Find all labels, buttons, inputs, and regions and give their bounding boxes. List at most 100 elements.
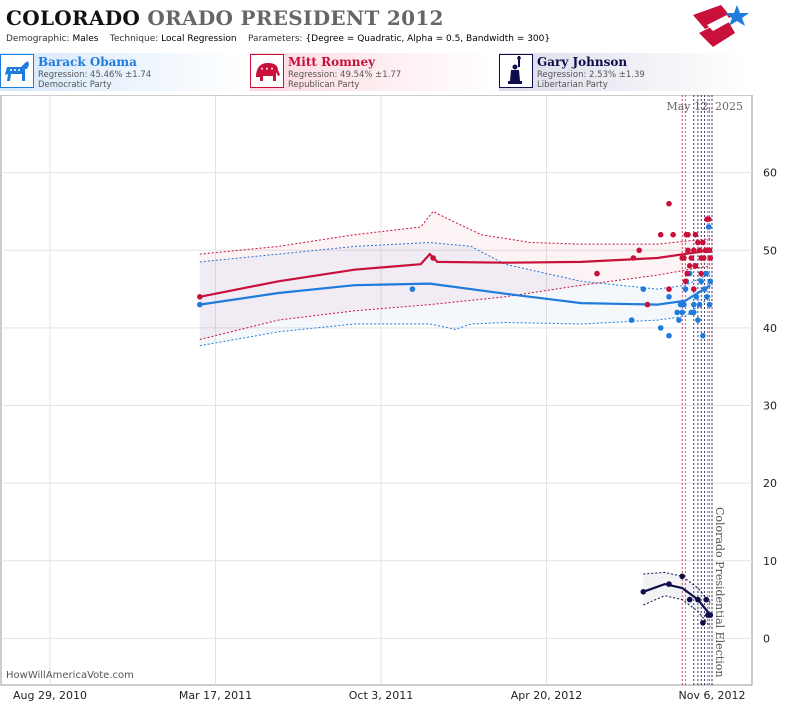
- poll-point-romney: [644, 301, 651, 308]
- poll-point-obama: [706, 301, 713, 308]
- poll-point-obama: [707, 278, 714, 285]
- poll-point-romney: [685, 247, 691, 254]
- poll-point-johnson: [707, 612, 714, 618]
- poll-point-johnson: [695, 596, 701, 603]
- x-tick-label: Mar 17, 2011: [179, 689, 252, 702]
- poll-point-johnson: [700, 620, 706, 626]
- poll-point-obama: [676, 317, 682, 323]
- poll-point-johnson: [666, 581, 672, 587]
- poll-point-obama: [691, 309, 697, 316]
- candidate-legend: Barack Obama Regression: 45.46% ±1.74 De…: [0, 53, 789, 93]
- poll-point-romney: [692, 231, 699, 238]
- y-tick-label: 30: [763, 400, 777, 413]
- parameters-value: {Degree = Quadratic, Alpha = 0.5, Bandwi…: [305, 34, 551, 44]
- poll-point-romney: [686, 263, 693, 269]
- trend-line-obama: [199, 282, 711, 306]
- title-state: COLORADO: [6, 6, 141, 30]
- poll-point-obama: [666, 294, 672, 300]
- poll-point-romney: [682, 278, 689, 285]
- poll-point-obama: [695, 317, 701, 323]
- candidate-name-obama: Barack Obama: [38, 55, 137, 69]
- flag-star-logo-icon: [693, 5, 749, 47]
- confidence-band-romney: [199, 211, 711, 340]
- x-tick-label: Aug 29, 2010: [13, 689, 87, 702]
- lower-bound-johnson: [643, 595, 711, 628]
- chart-parameters: Demographic: Males Technique: Local Regr…: [6, 34, 550, 44]
- demographic-label: Demographic:: [6, 34, 70, 44]
- page-title: COLORADO ORADO PRESIDENT 2012: [6, 6, 444, 30]
- watermark-text: HowWillAmericaVote.com: [6, 670, 134, 681]
- party-obama: Democratic Party: [38, 80, 112, 90]
- election-event-label: Colorado Presidential Election: [713, 507, 726, 678]
- technique-label: Technique:: [109, 34, 159, 44]
- y-tick-label: 10: [763, 555, 777, 568]
- x-tick-label: Apr 20, 2012: [511, 689, 583, 702]
- poll-point-obama: [628, 317, 635, 323]
- poll-point-obama: [704, 294, 710, 300]
- poll-point-romney: [706, 247, 713, 254]
- poll-point-romney: [430, 255, 436, 261]
- poll-point-romney: [666, 200, 672, 207]
- technique-value: Local Regression: [161, 34, 237, 44]
- poll-point-obama: [701, 286, 708, 292]
- poll-point-obama: [682, 286, 689, 292]
- poll-point-romney: [700, 255, 707, 261]
- chart-header: COLORADO ORADO PRESIDENT 2012 Demographi…: [0, 0, 789, 50]
- y-tick-label: 0: [763, 632, 770, 645]
- poll-point-romney: [695, 239, 701, 246]
- x-tick-label: Nov 6, 2012: [679, 689, 746, 702]
- y-tick-label: 20: [763, 477, 777, 490]
- poll-point-romney: [636, 247, 642, 254]
- party-johnson: Libertarian Party: [537, 80, 608, 90]
- poll-point-romney: [197, 294, 203, 300]
- legend-item-romney: Mitt Romney Regression: 49.54% ±1.77 Rep…: [250, 53, 495, 91]
- poll-point-obama: [197, 301, 203, 308]
- legend-item-johnson: Gary Johnson Regression: 2.53% ±1.39 Lib…: [499, 53, 744, 91]
- poll-point-obama: [657, 325, 664, 331]
- poll-point-obama: [703, 270, 709, 277]
- poll-point-obama: [693, 294, 700, 300]
- poll-point-johnson: [640, 589, 647, 595]
- party-romney: Republican Party: [288, 80, 360, 90]
- y-tick-label: 50: [763, 244, 777, 257]
- poll-point-romney: [707, 255, 714, 261]
- y-tick-label: 40: [763, 322, 777, 335]
- poll-point-johnson: [679, 573, 685, 580]
- poll-point-johnson: [686, 596, 693, 603]
- poll-point-obama: [409, 286, 416, 292]
- poll-point-romney: [696, 247, 703, 254]
- poll-point-romney: [700, 239, 706, 246]
- poll-point-romney: [594, 270, 600, 277]
- confidence-band-obama: [199, 242, 711, 346]
- plot-area: [0, 95, 753, 686]
- poll-point-romney: [630, 255, 637, 261]
- candidate-name-romney: Mitt Romney: [288, 55, 376, 69]
- legend-item-obama: Barack Obama Regression: 45.46% ±1.74 De…: [0, 53, 245, 91]
- upper-bound-johnson: [643, 571, 711, 604]
- poll-point-obama: [698, 278, 704, 285]
- demographic-value: Males: [72, 34, 99, 44]
- regression-johnson: Regression: 2.53% ±1.39: [537, 70, 645, 80]
- title-race: ORADO PRESIDENT 2012: [147, 6, 444, 30]
- x-tick-label: Oct 3, 2011: [349, 689, 414, 702]
- candidate-name-johnson: Gary Johnson: [537, 55, 628, 69]
- statue-of-liberty-icon: [499, 54, 533, 88]
- lower-bound-romney: [199, 265, 711, 340]
- poll-point-romney: [657, 231, 664, 238]
- poll-point-romney: [666, 286, 672, 292]
- upper-bound-obama: [199, 241, 711, 290]
- poll-point-romney: [670, 231, 676, 238]
- poll-point-obama: [666, 332, 672, 339]
- regression-romney: Regression: 49.54% ±1.77: [288, 70, 402, 80]
- donkey-icon: [0, 54, 34, 88]
- trend-line-johnson: [642, 582, 712, 616]
- poll-point-johnson: [703, 596, 709, 603]
- poll-point-romney: [698, 270, 704, 277]
- upper-bound-romney: [199, 210, 711, 255]
- poll-point-romney: [688, 255, 695, 261]
- poll-point-obama: [705, 224, 712, 230]
- y-tick-label: 60: [763, 167, 777, 180]
- poll-point-obama: [700, 332, 706, 339]
- poll-point-romney: [691, 286, 697, 292]
- poll-point-romney: [685, 231, 691, 238]
